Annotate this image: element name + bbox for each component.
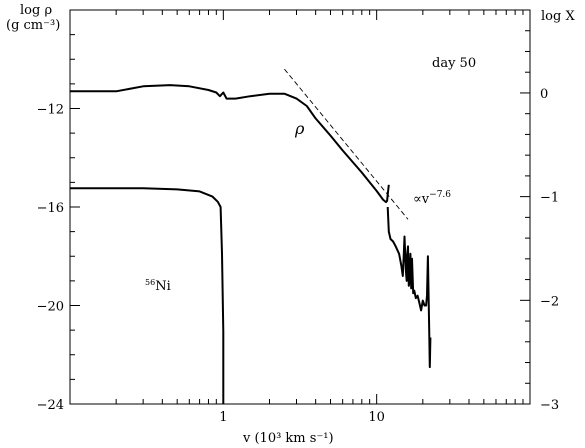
powerlaw-fit-line (284, 68, 409, 220)
x-tick-label: 10 (368, 410, 385, 425)
powerlaw-exponent: −7.6 (429, 190, 451, 200)
y-right-tick-label: −1 (540, 191, 559, 206)
nickel-element: Ni (155, 279, 171, 294)
x-axis-label: v (10³ km s⁻¹) (242, 431, 334, 446)
y-right-tick-label: −3 (540, 398, 559, 413)
y-right-tick-label: 0 (540, 87, 548, 102)
y-axis-left-label-line1: log ρ (20, 3, 52, 18)
y-axis-right-label: log X (541, 9, 575, 24)
y-left-tick-label: −24 (37, 398, 64, 413)
rho-annotation: ρ (294, 119, 305, 138)
powerlaw-annotation: ∝v−7.6 (413, 190, 451, 207)
nickel-label: 56Ni (145, 278, 171, 294)
density-curve (70, 84, 390, 204)
y-left-tick-label: −16 (37, 201, 64, 216)
y-left-tick-label: −12 (37, 103, 64, 118)
y-left-tick-label: −20 (37, 300, 64, 315)
data-series (70, 68, 432, 404)
nickel-abundance-curve (70, 187, 225, 404)
x-tick-label: 1 (219, 410, 227, 425)
y-right-tick-label: −2 (540, 294, 559, 309)
density-outer-spikes (386, 206, 432, 369)
powerlaw-prefix: ∝v (413, 192, 430, 207)
nickel-mass-number: 56 (145, 278, 155, 287)
axis-ticks: 1 10 −12 −16 −20 −24 0 −1 −2 −3 (37, 10, 559, 425)
day-annotation: day 50 (432, 56, 476, 71)
y-axis-left-label-line2: (g cm⁻³) (6, 18, 60, 33)
